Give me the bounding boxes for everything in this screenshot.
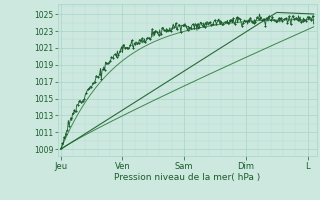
X-axis label: Pression niveau de la mer( hPa ): Pression niveau de la mer( hPa ) <box>114 173 260 182</box>
